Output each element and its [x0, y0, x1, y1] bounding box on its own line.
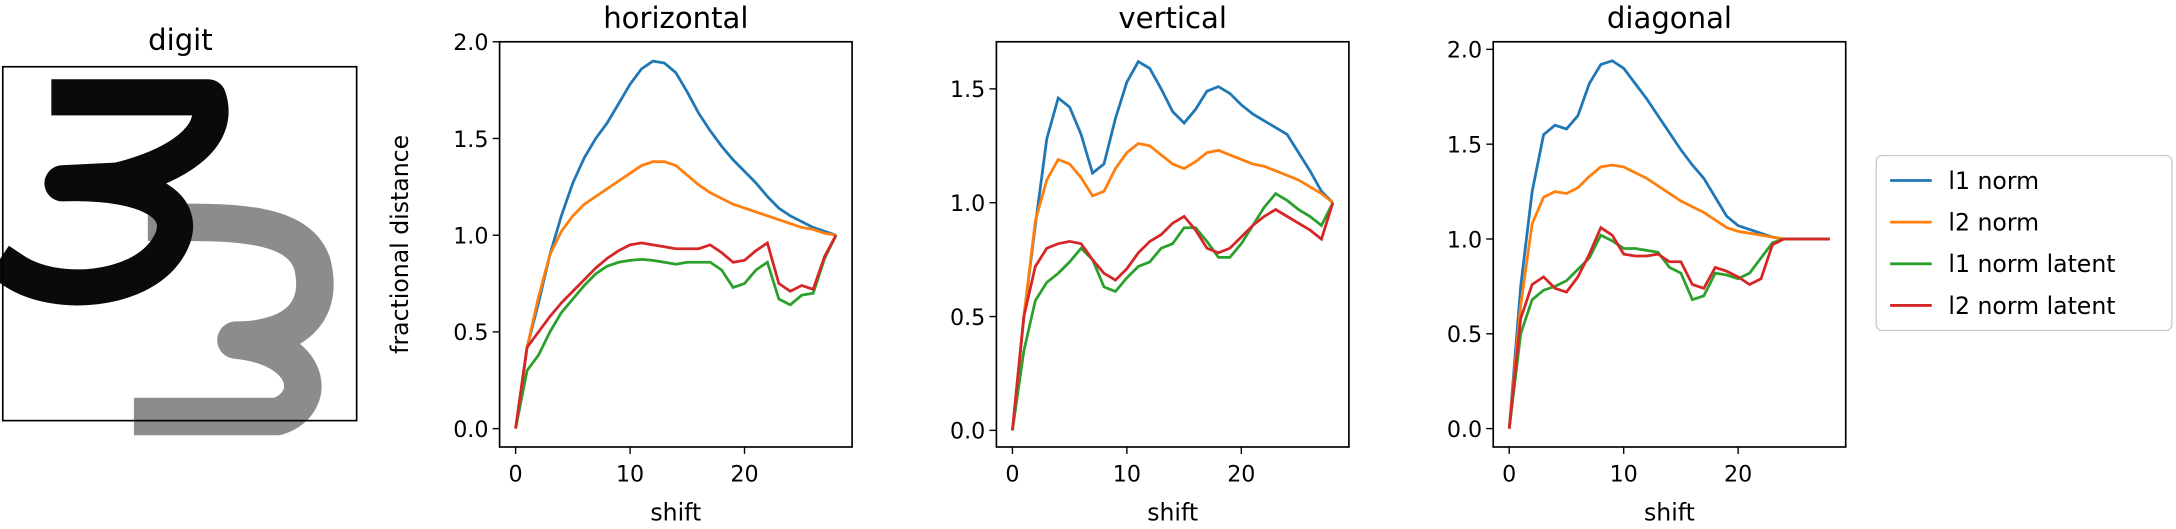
legend-label: l1 norm [1948, 167, 2039, 195]
plot-frame [995, 40, 1350, 448]
y-tick-label: 0.0 [453, 417, 488, 443]
x-axis-label: shift [1644, 499, 1695, 527]
series-line [1011, 202, 1335, 431]
y-tick-label: 1.5 [1447, 132, 1482, 158]
series-line [1507, 225, 1830, 429]
y-tick-label: 0.0 [1447, 417, 1482, 443]
x-tick-label: 10 [1610, 462, 1638, 488]
x-tick-label: 20 [1724, 462, 1752, 488]
series-line [1011, 191, 1335, 431]
series-line [514, 160, 837, 429]
chart-title: horizontal [603, 1, 748, 35]
y-tick-label: 1.0 [453, 224, 488, 250]
series-line [1507, 59, 1830, 429]
series-line [514, 234, 838, 429]
y-axis-label: fractional distance [386, 135, 414, 354]
legend-label: l1 norm latent [1948, 250, 2115, 278]
x-tick-label: 20 [1227, 462, 1255, 488]
gray-digit [133, 203, 334, 436]
series-line [1011, 59, 1334, 431]
y-tick-label: 1.5 [453, 127, 488, 153]
y-tick-label: 2.0 [1447, 38, 1482, 64]
legend-label: l2 norm [1948, 209, 2039, 237]
series-line [1507, 233, 1830, 429]
y-tick-label: 1.0 [950, 191, 985, 217]
legend: l1 norm l2 norm l1 norm latent l2 norm late… [1875, 154, 2173, 332]
digit-panel: digit [0, 23, 358, 436]
y-tick-label: 1.0 [1447, 227, 1482, 253]
series-line [1507, 163, 1830, 429]
series-line [1011, 142, 1334, 431]
digit-title: digit [148, 23, 213, 57]
y-tick-label: 0.5 [950, 305, 985, 331]
digit-image [0, 79, 334, 436]
x-tick-label: 10 [616, 462, 644, 488]
chart-title: diagonal [1607, 1, 1732, 35]
image-frame [1, 65, 358, 422]
legend-box [1875, 154, 2173, 332]
chart-title: vertical [1118, 1, 1227, 35]
plot-frame [498, 40, 853, 448]
y-tick-label: 0.5 [453, 320, 488, 346]
x-tick-label: 10 [1113, 462, 1141, 488]
legend-label: l2 norm latent [1948, 292, 2115, 320]
y-tick-label: 0.0 [950, 419, 985, 445]
black-digit [0, 79, 229, 306]
x-tick-label: 0 [1005, 462, 1019, 488]
y-tick-label: 0.5 [1447, 322, 1482, 348]
y-tick-label: 1.5 [950, 77, 985, 103]
y-tick-label: 2.0 [453, 30, 488, 56]
x-tick-label: 20 [730, 462, 758, 488]
x-axis-label: shift [1147, 499, 1198, 527]
x-axis-label: shift [650, 499, 701, 527]
x-tick-label: 0 [1502, 462, 1516, 488]
x-tick-label: 0 [509, 462, 523, 488]
series-line [514, 59, 837, 429]
plot-frame [1492, 40, 1847, 448]
series-line [514, 234, 838, 429]
